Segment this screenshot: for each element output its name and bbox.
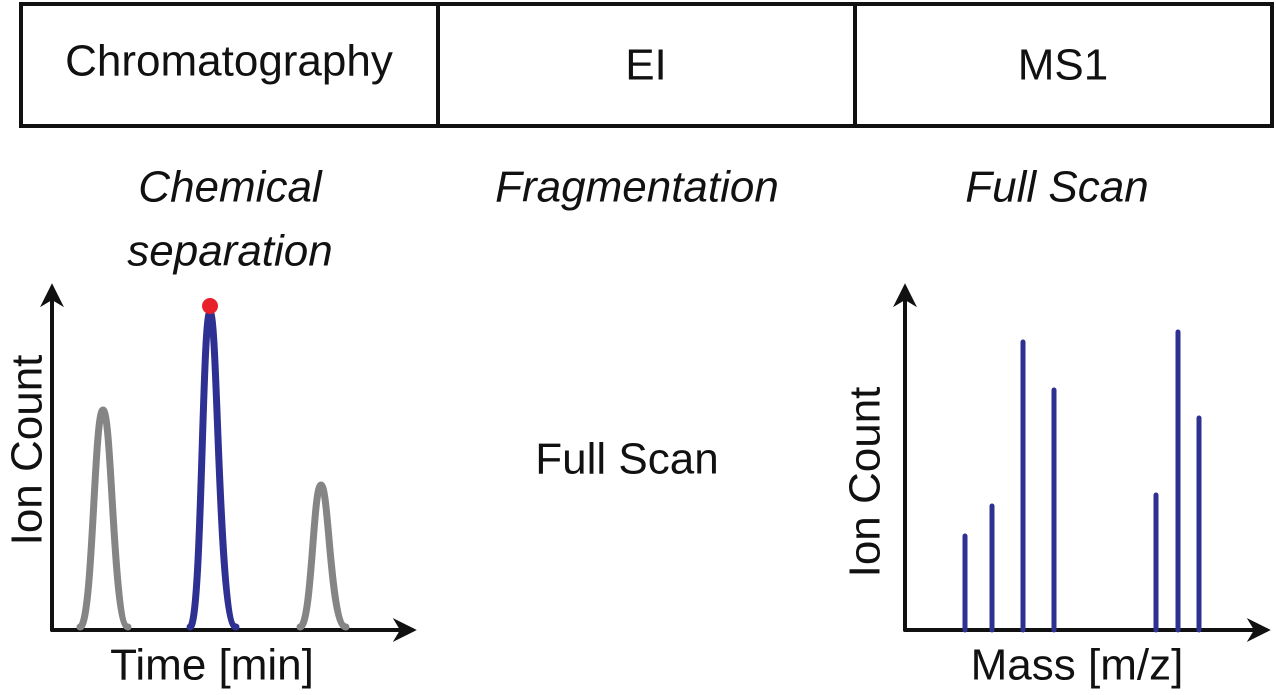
apex-marker [202,298,218,314]
stage-label: Chromatography [65,37,393,86]
peak [186,308,240,631]
description: Fragmentation [495,163,779,212]
stage-label: MS1 [1018,41,1108,90]
stage-box [853,2,1274,128]
description: Full Scan [965,163,1148,212]
stage-label: EI [625,41,667,90]
chromatogram [40,283,417,642]
description: Chemical [138,163,323,212]
x-axis-label: Time [min] [110,641,314,690]
y-axis-label: Ion Count [3,355,52,546]
description: separation [127,227,332,276]
y-axis-label: Ion Count [841,387,890,578]
x-axis-label: Mass [m/z] [971,641,1184,690]
peak [76,406,132,631]
middle-label: Full Scan [535,435,718,484]
spectrum [893,283,1271,642]
peak [296,481,350,631]
header [19,2,1274,128]
